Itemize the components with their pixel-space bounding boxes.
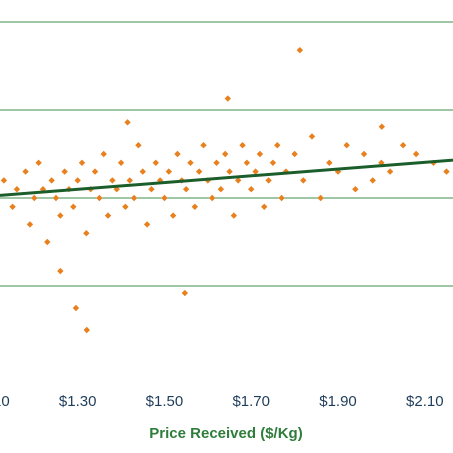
point xyxy=(265,177,272,184)
point xyxy=(386,168,394,175)
point xyxy=(9,203,16,210)
point xyxy=(57,267,64,275)
point xyxy=(182,186,190,193)
point xyxy=(52,194,60,202)
x-tick-label: $1.70 xyxy=(232,393,270,410)
point xyxy=(235,177,242,184)
x-tick-label: $1.10 xyxy=(0,393,10,410)
point xyxy=(139,168,146,175)
x-tick-label: $1.30 xyxy=(59,393,97,410)
point xyxy=(360,150,368,158)
point xyxy=(326,159,333,166)
point xyxy=(104,212,112,219)
point xyxy=(48,177,55,184)
point xyxy=(378,123,386,130)
point xyxy=(195,168,203,175)
point xyxy=(130,194,138,202)
point xyxy=(165,168,172,175)
x-tick-label: $1.50 xyxy=(146,393,184,410)
point xyxy=(239,142,246,149)
point xyxy=(221,150,229,158)
point xyxy=(343,142,350,149)
point xyxy=(300,177,307,184)
point xyxy=(296,46,304,54)
point xyxy=(100,150,107,158)
point xyxy=(248,186,255,193)
point xyxy=(243,159,251,166)
point xyxy=(57,212,64,219)
point xyxy=(78,159,86,166)
point xyxy=(148,186,155,193)
point xyxy=(369,177,376,184)
point xyxy=(187,159,194,166)
point xyxy=(135,142,142,149)
point xyxy=(70,203,77,210)
point xyxy=(181,289,189,297)
point xyxy=(226,168,233,175)
point xyxy=(213,159,220,166)
point xyxy=(61,168,68,175)
point xyxy=(122,203,129,210)
point xyxy=(72,304,80,312)
point xyxy=(208,194,216,202)
point xyxy=(317,194,324,202)
point xyxy=(13,186,21,193)
point xyxy=(91,168,99,175)
x-tick-label: $2.10 xyxy=(406,393,444,410)
x-tick-label: $1.90 xyxy=(319,393,357,410)
point xyxy=(83,230,90,237)
point xyxy=(174,150,181,158)
point xyxy=(31,194,38,202)
point xyxy=(143,221,151,228)
point xyxy=(200,142,207,149)
point xyxy=(161,194,168,202)
point xyxy=(256,150,264,158)
point xyxy=(217,186,225,193)
point xyxy=(96,194,103,202)
point xyxy=(443,168,450,175)
point xyxy=(274,142,281,149)
point xyxy=(261,203,268,210)
point xyxy=(230,212,238,219)
point xyxy=(169,212,177,219)
point xyxy=(152,159,159,166)
trend-line xyxy=(0,158,453,197)
point xyxy=(26,221,34,228)
point xyxy=(109,177,116,184)
point xyxy=(269,159,277,166)
point xyxy=(399,142,407,149)
point xyxy=(44,238,51,246)
x-axis-title: Price Received ($/Kg) xyxy=(149,425,302,442)
point xyxy=(124,119,131,126)
point xyxy=(22,168,29,175)
point xyxy=(278,194,285,202)
point xyxy=(308,133,316,140)
point xyxy=(126,177,133,184)
point xyxy=(224,95,232,102)
point xyxy=(74,177,81,184)
point xyxy=(352,186,359,193)
point xyxy=(35,159,42,166)
point xyxy=(0,177,8,184)
point xyxy=(117,159,125,166)
point xyxy=(83,326,90,334)
point xyxy=(252,168,259,175)
point xyxy=(191,203,199,210)
point xyxy=(291,150,298,158)
point xyxy=(412,150,420,158)
